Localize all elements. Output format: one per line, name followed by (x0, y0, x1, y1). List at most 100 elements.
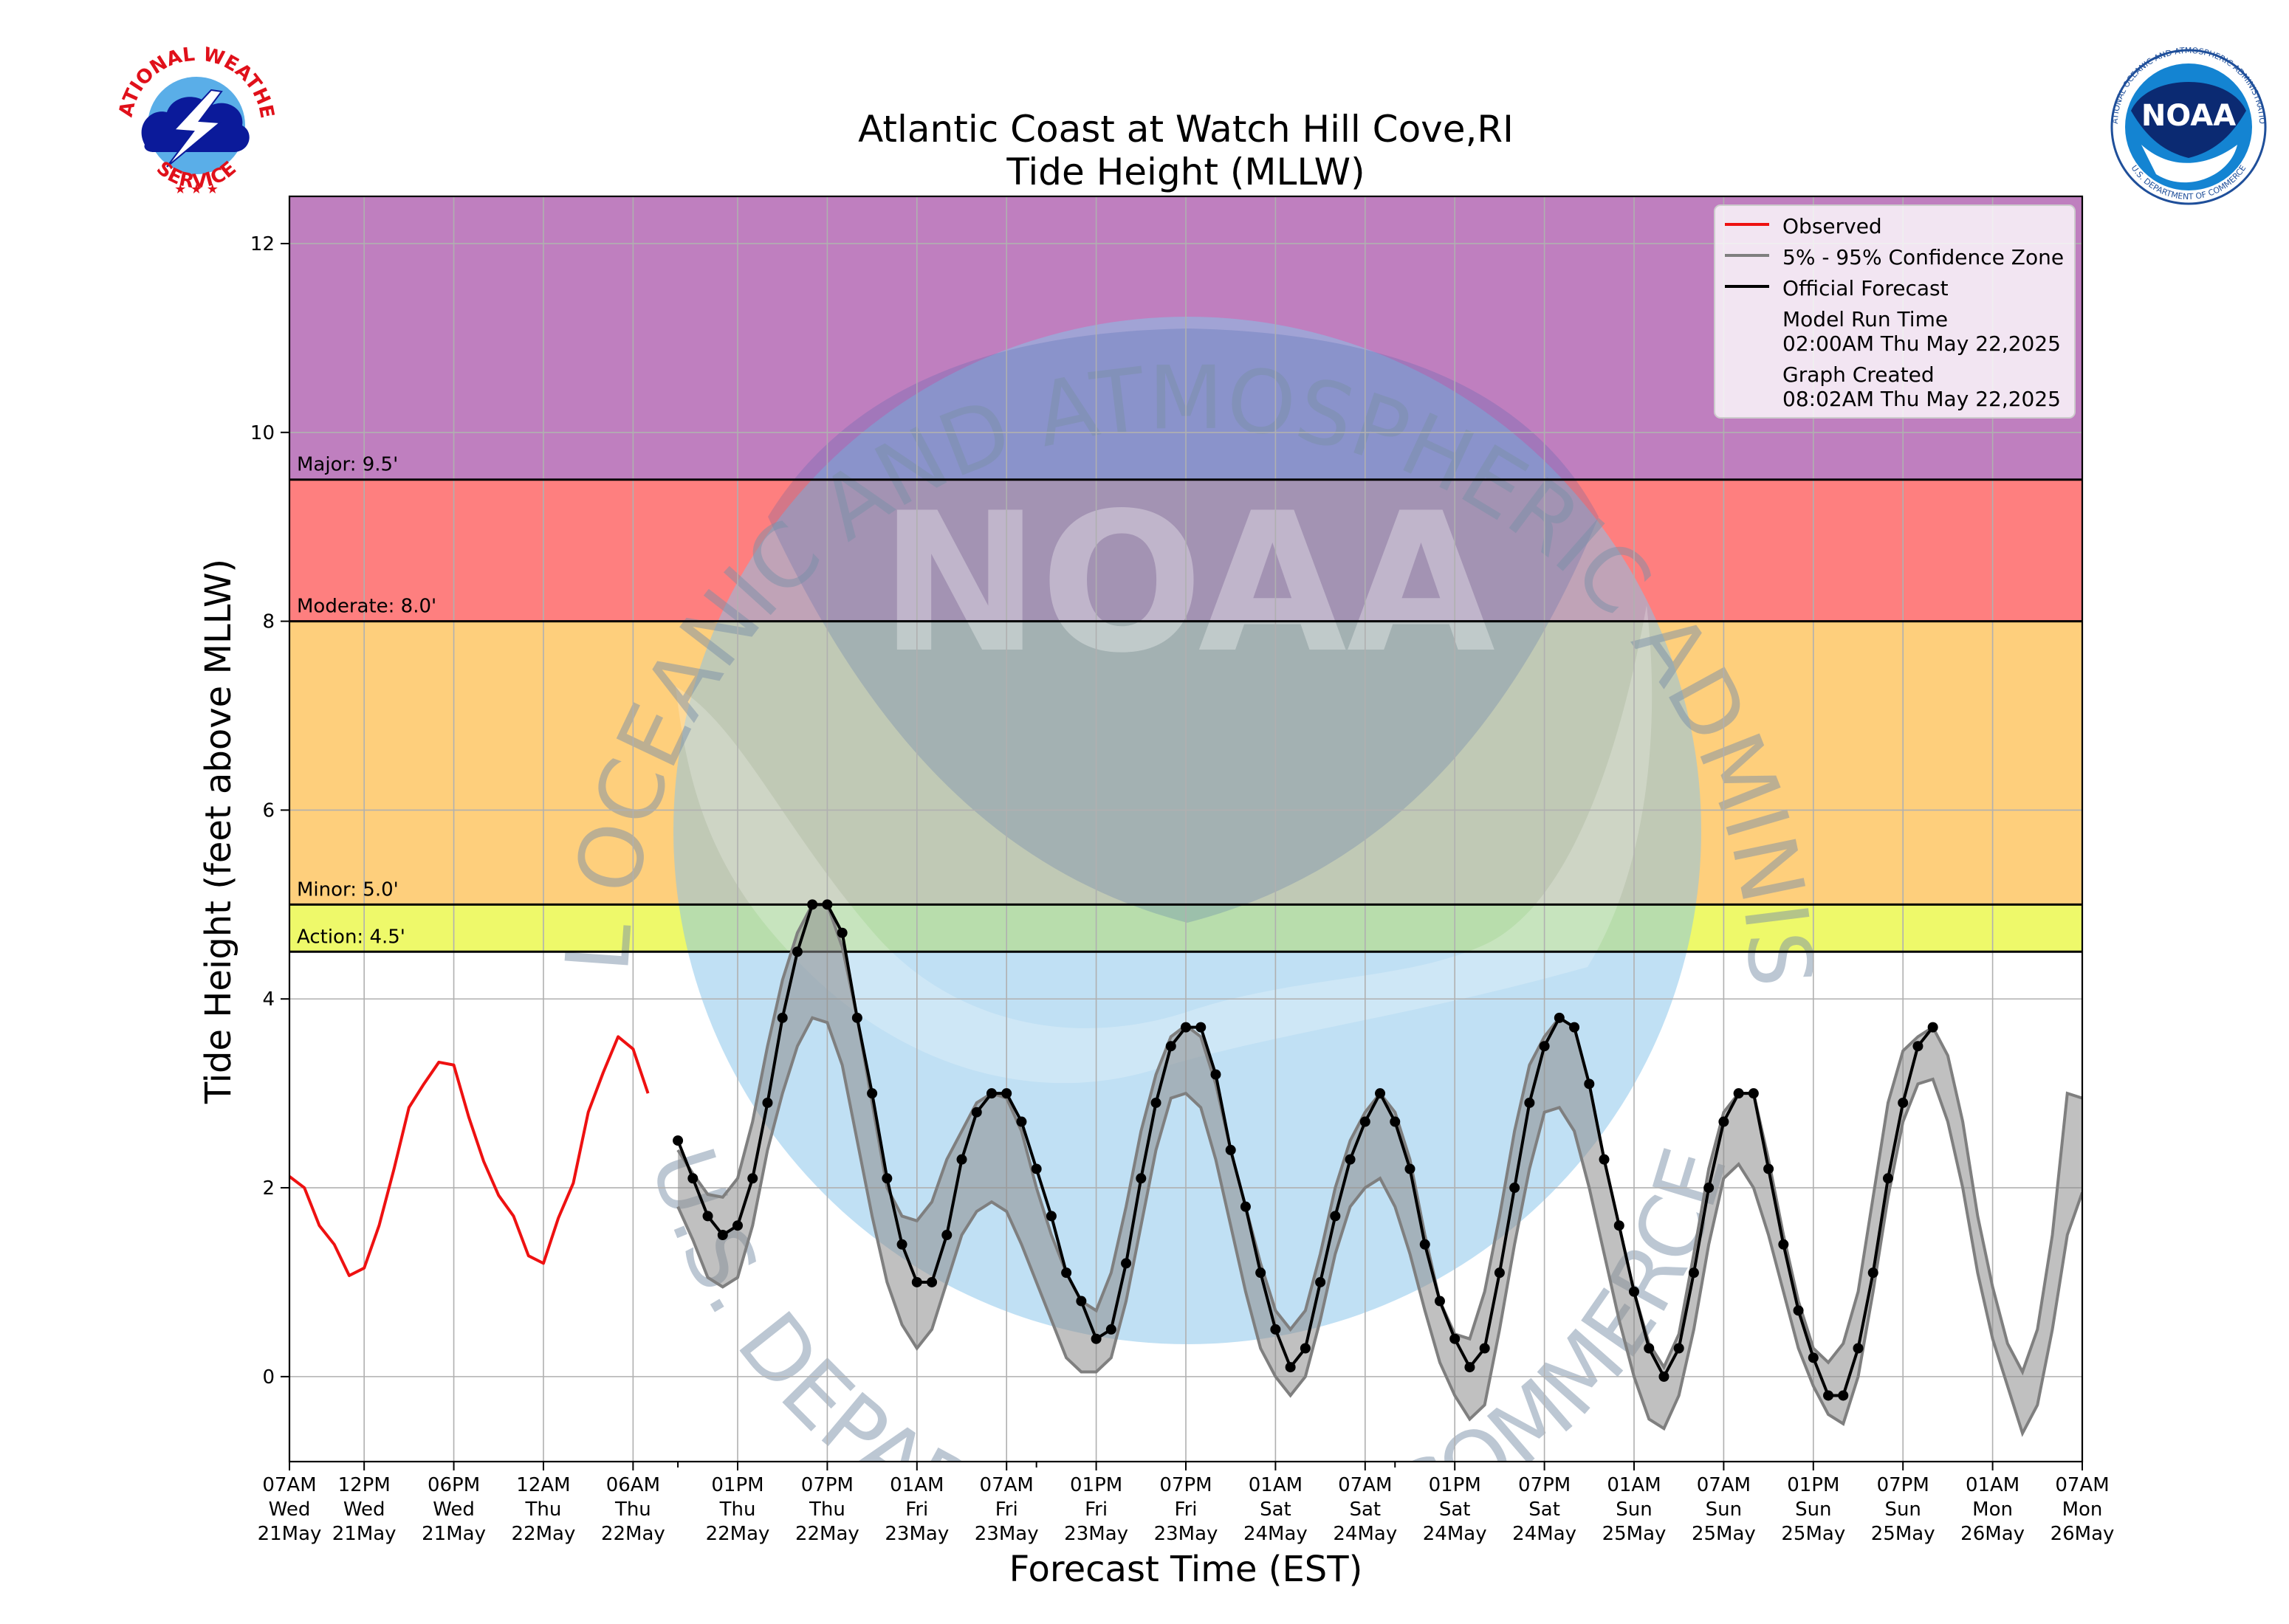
x-tick-label-date: 23May (1154, 1523, 1218, 1545)
x-tick-label-date: 22May (795, 1523, 859, 1545)
legend-model-run-value: 02:00AM Thu May 22,2025 (1782, 331, 2061, 356)
forecast-point (1494, 1267, 1505, 1279)
forecast-point (956, 1154, 967, 1165)
forecast-point (792, 946, 803, 957)
forecast-point (1270, 1324, 1281, 1335)
x-tick-label-day: Mon (2062, 1499, 2103, 1521)
line-observed (289, 1035, 650, 1278)
forecast-point (1210, 1069, 1221, 1080)
band-label-action: Action: 4.5' (297, 926, 405, 948)
forecast-point (1718, 1116, 1729, 1127)
confidence-band (678, 904, 2082, 1434)
forecast-point (1808, 1352, 1819, 1363)
nws-lightning-icon (166, 89, 223, 168)
x-tick-label-time: 01AM (1607, 1474, 1661, 1496)
forecast-point (1584, 1078, 1595, 1090)
forecast-point (1300, 1343, 1311, 1354)
x-tick-label-date: 23May (885, 1523, 949, 1545)
band-label-major: Major: 9.5' (297, 454, 398, 476)
x-tick-label-time: 01PM (1429, 1474, 1481, 1496)
forecast-point (1629, 1286, 1639, 1297)
forecast-point (1076, 1296, 1087, 1307)
forecast-point (1479, 1343, 1490, 1354)
watermark-bird (768, 328, 1599, 923)
forecast-point (807, 899, 818, 910)
x-tick-label-day: Sat (1439, 1499, 1471, 1521)
confidence-lower-line (676, 1016, 2082, 1437)
x-tick-label-time: 01AM (890, 1474, 944, 1496)
forecast-point (1509, 1183, 1520, 1194)
y-tick-label: 2 (262, 1177, 275, 1200)
x-tick-label-day: Fri (905, 1499, 928, 1521)
x-tick-label-time: 07PM (801, 1474, 854, 1496)
legend-label-observed: Observed (1782, 214, 1882, 238)
forecast-point (732, 1220, 743, 1231)
y-tick-label: 8 (262, 611, 275, 633)
forecast-point (762, 1097, 773, 1108)
band-label-minor: Minor: 5.0' (297, 878, 399, 901)
forecast-point (1105, 1324, 1116, 1335)
x-tick-label-time: 06AM (606, 1474, 660, 1496)
forecast-point (1658, 1371, 1669, 1382)
x-tick-label-day: Sat (1349, 1499, 1381, 1521)
forecast-point (837, 927, 848, 938)
forecast-point (1165, 1041, 1176, 1052)
forecast-point (1061, 1267, 1072, 1279)
forecast-point (1195, 1022, 1207, 1033)
forecast-markers (673, 899, 1938, 1401)
forecast-point (1688, 1267, 1699, 1279)
forecast-point (1449, 1333, 1461, 1344)
x-tick-label-date: 24May (1333, 1523, 1397, 1545)
forecast-point (1150, 1097, 1161, 1108)
x-tick-label-time: 07AM (1697, 1474, 1751, 1496)
x-tick-label-time: 12PM (338, 1474, 391, 1496)
forecast-point (1912, 1041, 1923, 1052)
x-tick-label-date: 24May (1423, 1523, 1487, 1545)
forecast-point (1748, 1088, 1759, 1099)
x-tick-label-day: Sun (1884, 1499, 1921, 1521)
forecast-point (1793, 1305, 1804, 1316)
x-tick-label-date: 25May (1692, 1523, 1756, 1545)
forecast-point (971, 1107, 982, 1118)
forecast-point (941, 1230, 953, 1241)
noaa-logo-text: NOAA (2141, 99, 2236, 133)
x-tick-label-date: 25May (1781, 1523, 1845, 1545)
x-tick-label-date: 24May (1243, 1523, 1308, 1545)
forecast-point (1613, 1220, 1624, 1231)
forecast-point (1225, 1144, 1236, 1155)
legend-box (1714, 204, 2076, 419)
forecast-point (717, 1230, 728, 1241)
forecast-point (1853, 1343, 1864, 1354)
forecast-point (1524, 1097, 1535, 1108)
y-tick-label: 12 (250, 233, 275, 255)
x-tick-label-date: 21May (332, 1523, 397, 1545)
forecast-point (1419, 1239, 1430, 1250)
x-tick-label-time: 01AM (1249, 1474, 1303, 1496)
forecast-point (1031, 1163, 1042, 1174)
forecast-point (822, 899, 833, 910)
x-tick-label-date: 25May (1871, 1523, 1935, 1545)
nws-star-icon: ★ ★ ★ (174, 182, 219, 197)
x-tick-label-day: Thu (809, 1499, 845, 1521)
forecast-point (1838, 1390, 1849, 1401)
y-tick-label: 4 (262, 988, 275, 1011)
forecast-point (1599, 1154, 1610, 1165)
x-tick-label-day: Mon (1972, 1499, 2013, 1521)
chart-title: Atlantic Coast at Watch Hill Cove,RI (858, 108, 1514, 151)
legend-label-confidence: 5% - 95% Confidence Zone (1782, 245, 2064, 269)
forecast-point (1345, 1154, 1356, 1165)
nws-logo: NATIONAL WEATHER SERVICE ★ ★ ★ (0, 0, 278, 205)
forecast-point (747, 1173, 758, 1184)
forecast-point (1181, 1022, 1191, 1033)
forecast-point (1016, 1116, 1027, 1127)
legend-graph-created-value: 08:02AM Thu May 22,2025 (1782, 387, 2061, 411)
x-tick-label-date: 25May (1602, 1523, 1667, 1545)
x-tick-label-time: 07AM (1338, 1474, 1392, 1496)
forecast-point (687, 1173, 699, 1184)
forecast-point (1763, 1163, 1774, 1174)
x-tick-label-day: Fri (995, 1499, 1018, 1521)
forecast-point (1390, 1116, 1401, 1127)
forecast-point (1927, 1022, 1938, 1033)
forecast-point (1569, 1022, 1580, 1033)
